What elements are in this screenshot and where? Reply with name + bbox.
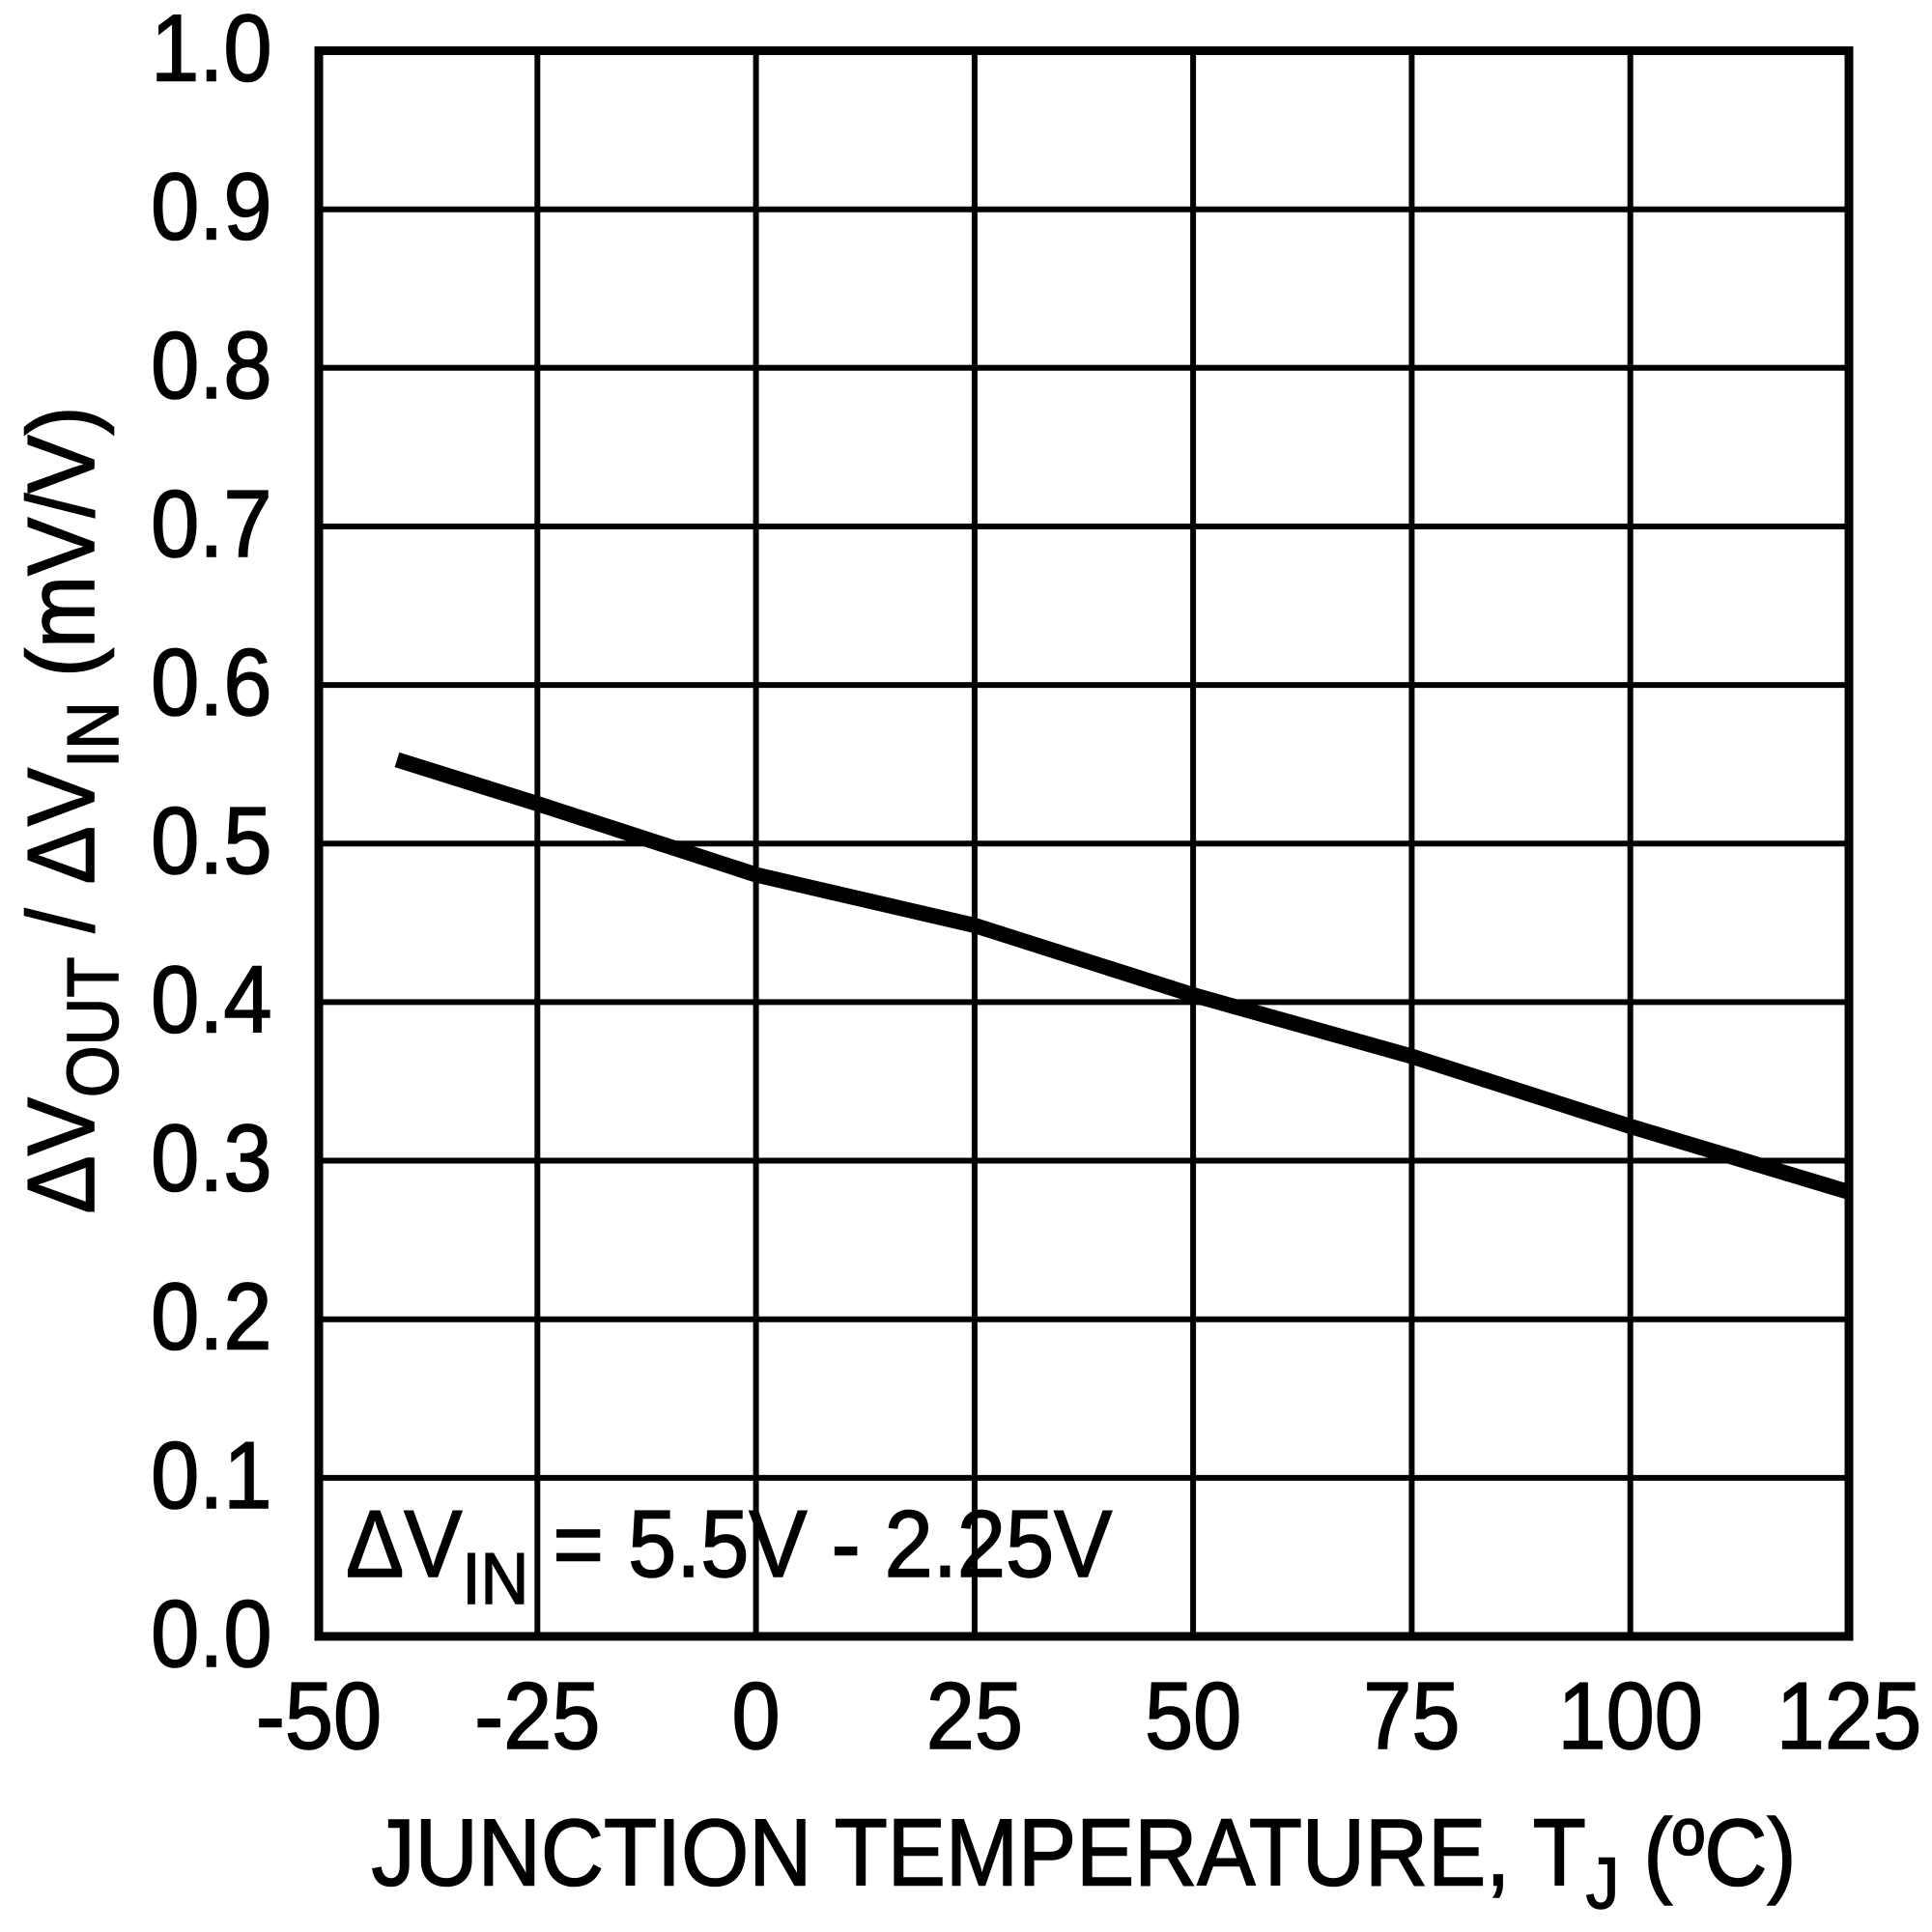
svg-text:100: 100 bbox=[1557, 1663, 1702, 1769]
svg-text:0: 0 bbox=[732, 1663, 781, 1769]
svg-text:0.2: 0.2 bbox=[151, 1264, 271, 1369]
svg-text:50: 50 bbox=[1145, 1663, 1241, 1769]
svg-text:-25: -25 bbox=[474, 1663, 600, 1769]
svg-text:0.6: 0.6 bbox=[151, 630, 271, 735]
svg-text:1.0: 1.0 bbox=[151, 0, 271, 100]
svg-text:0.5: 0.5 bbox=[151, 788, 271, 894]
svg-text:0.7: 0.7 bbox=[151, 471, 271, 577]
svg-text:0.8: 0.8 bbox=[151, 312, 271, 417]
svg-text:0.3: 0.3 bbox=[151, 1105, 271, 1210]
svg-text:ΔVIN = 5.5V - 2.25V: ΔVIN = 5.5V - 2.25V bbox=[346, 1492, 1112, 1620]
svg-text:0.4: 0.4 bbox=[151, 947, 271, 1052]
svg-text:125: 125 bbox=[1776, 1663, 1921, 1769]
svg-text:0.9: 0.9 bbox=[151, 154, 271, 259]
svg-text:0.1: 0.1 bbox=[151, 1422, 271, 1527]
svg-text:25: 25 bbox=[926, 1663, 1023, 1769]
svg-text:JUNCTION TEMPERATURE, TJ (ºC): JUNCTION TEMPERATURE, TJ (ºC) bbox=[372, 1800, 1797, 1924]
svg-text:0.0: 0.0 bbox=[151, 1581, 271, 1687]
svg-text:-50: -50 bbox=[256, 1663, 382, 1769]
svg-text:75: 75 bbox=[1363, 1663, 1460, 1769]
svg-text:ΔVOUT / ΔVIN (mV/V): ΔVOUT / ΔVIN (mV/V) bbox=[9, 406, 134, 1213]
